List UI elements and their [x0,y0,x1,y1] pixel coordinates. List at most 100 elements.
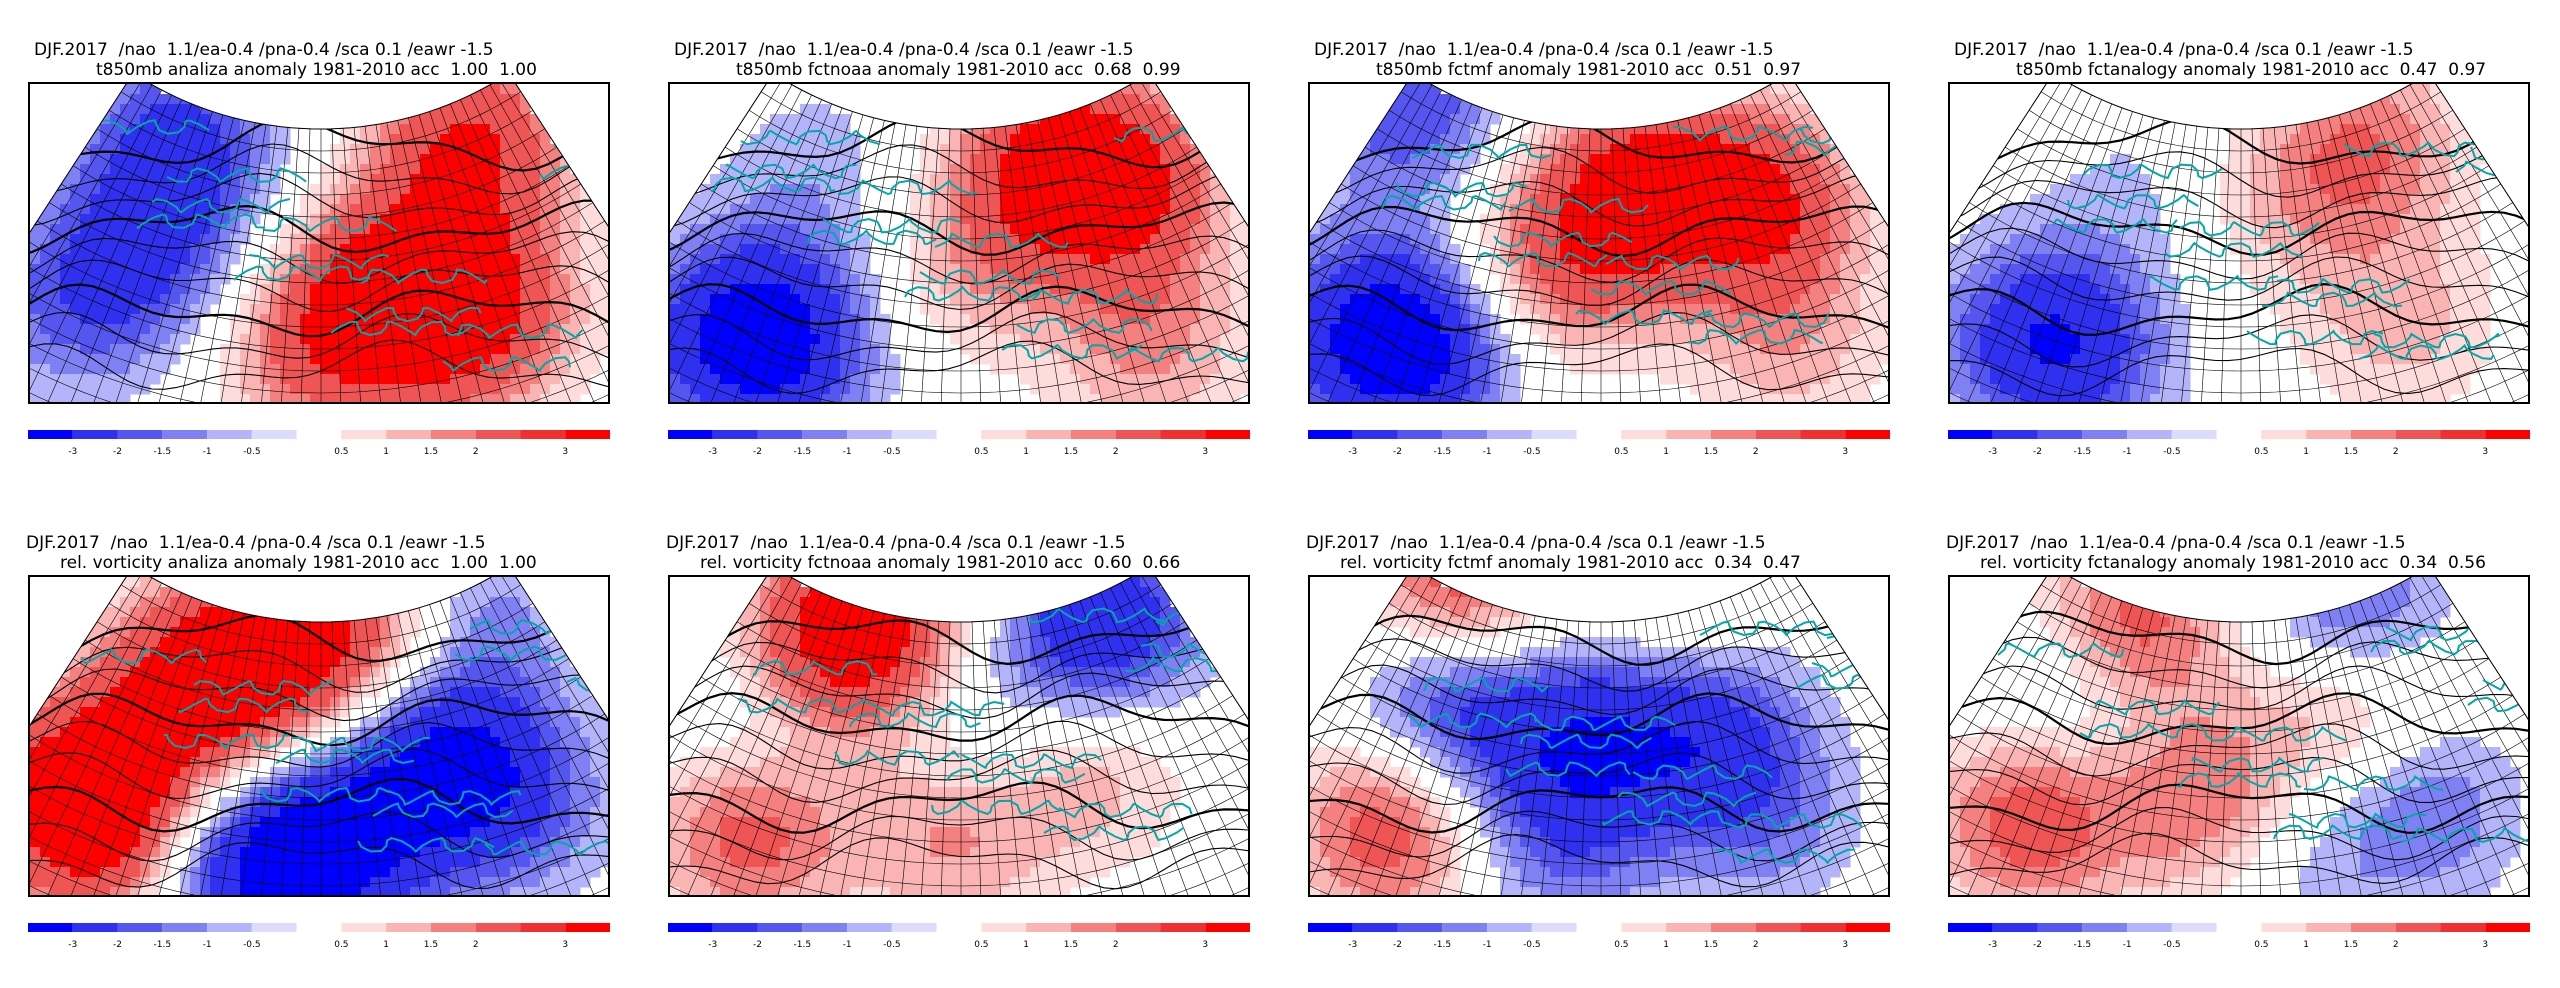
colorbar-label: -2 [113,940,122,950]
colorbar-label: 1 [1023,447,1029,457]
colorbar-label: -2 [2033,940,2042,950]
colorbar-label: -1.5 [794,940,812,950]
colorbar-label: -1 [843,940,852,950]
colorbar-swatch [1621,923,1667,932]
colorbar-label: -0.5 [243,447,261,457]
colorbar-label: -3 [1988,447,1997,457]
colorbar-label: 2 [2393,447,2399,457]
colorbar-swatch [1115,430,1161,439]
colorbar-label: -1.5 [2074,447,2092,457]
panel-title-line1: DJF.2017 /nao 1.1/ea-0.4 /pna-0.4 /sca 0… [26,533,486,553]
panel-title-line2: t850mb fctanalogy anomaly 1981-2010 acc … [2016,60,2487,80]
panel-title-line2: rel. vorticity fctmf anomaly 1981-2010 a… [1340,553,1801,573]
colorbar-label: 2 [473,940,479,950]
colorbar-swatch [2127,430,2172,439]
shading [1950,84,2528,402]
colorbar-swatch [802,430,848,439]
colorbar-swatch [1352,430,1398,439]
colorbar-swatch [1755,923,1801,932]
colorbar-swatch [668,923,713,932]
panel-header: DJF.2017 /nao 1.1/ea-0.4 /pna-0.4 /sca 0… [1314,40,1894,80]
colorbar-label: -1 [203,447,212,457]
panel-header: DJF.2017 /nao 1.1/ea-0.4 /pna-0.4 /sca 0… [1306,533,1886,573]
colorbar-swatch [2261,923,2307,932]
colorbar-swatch [1531,430,1577,439]
panel-header: DJF.2017 /nao 1.1/ea-0.4 /pna-0.4 /sca 0… [1946,533,2526,573]
colorbar-label: 1.5 [1064,447,1078,457]
colorbar-swatch [162,923,208,932]
colorbar-swatch [668,430,713,439]
colorbar-swatch [1800,923,1846,932]
panel-title-line1: DJF.2017 /nao 1.1/ea-0.4 /pna-0.4 /sca 0… [666,533,1126,553]
map-panel: DJF.2017 /nao 1.1/ea-0.4 /pna-0.4 /sca 0… [640,40,1250,490]
colorbar-label: -3 [708,447,717,457]
colorbar-swatch [1442,430,1488,439]
map-frame [1308,82,1890,404]
map-panel: DJF.2017 /nao 1.1/ea-0.4 /pna-0.4 /sca 0… [1280,533,1890,983]
colorbar-label: -2 [2033,447,2042,457]
colorbar-label: 1 [1023,940,1029,950]
colorbar-label: -3 [68,447,77,457]
colorbar-swatch [475,430,521,439]
colorbar-label: -1 [1483,940,1492,950]
colorbar-swatch [2306,430,2351,439]
colorbar-swatch [1992,923,2038,932]
colorbar-label: 1.5 [1704,940,1718,950]
colorbar-swatch [430,923,476,932]
panel-title-line1: DJF.2017 /nao 1.1/ea-0.4 /pna-0.4 /sca 0… [674,40,1134,60]
colorbar-swatch [1576,923,1622,932]
colorbar-swatch [1160,923,1206,932]
colorbar-label: -2 [113,447,122,457]
colorbar-swatch [802,923,848,932]
map-panel: DJF.2017 /nao 1.1/ea-0.4 /pna-0.4 /sca 0… [0,40,610,490]
colorbar-label: -0.5 [883,447,901,457]
colorbar-swatch [2440,430,2486,439]
colorbar-swatch [712,923,758,932]
colorbar-label: -1.5 [154,447,172,457]
colorbar-swatch [1205,923,1250,932]
panel-title-line2: rel. vorticity fctanalogy anomaly 1981-2… [1980,553,2486,573]
colorbar-label: -1 [2123,447,2132,457]
panel-header: DJF.2017 /nao 1.1/ea-0.4 /pna-0.4 /sca 0… [26,533,606,573]
colorbar-swatch [1487,430,1532,439]
colorbar-swatch [2440,923,2486,932]
colorbar-swatch [520,430,566,439]
colorbar-label: 3 [1202,940,1208,950]
map-frame [28,575,610,897]
colorbar-label: -0.5 [883,940,901,950]
map-panel: DJF.2017 /nao 1.1/ea-0.4 /pna-0.4 /sca 0… [0,533,610,983]
colorbar-swatch [1487,923,1532,932]
shading [1310,84,1888,402]
colorbar-label: 1.5 [424,940,438,950]
panel-title-line2: rel. vorticity analiza anomaly 1981-2010… [60,553,537,573]
colorbar-swatch [2261,430,2307,439]
colorbar-swatch [757,923,803,932]
colorbar-label: -0.5 [1523,447,1541,457]
colorbar-swatch [1308,923,1353,932]
colorbar-label: 1 [2303,447,2309,457]
colorbar-swatch [1442,923,1488,932]
colorbar-label: -1 [843,447,852,457]
colorbar-swatch [1845,923,1890,932]
colorbar-label: -1.5 [1434,447,1452,457]
colorbar-label: -1.5 [1434,940,1452,950]
panel-title-line1: DJF.2017 /nao 1.1/ea-0.4 /pna-0.4 /sca 0… [1314,40,1774,60]
colorbar-swatch [2037,430,2083,439]
shading [30,577,608,895]
colorbar-swatch [1845,430,1890,439]
colorbar-label: 0.5 [2254,940,2268,950]
colorbar-swatch [251,923,297,932]
colorbar-swatch [341,430,387,439]
colorbar-label: 0.5 [1614,447,1628,457]
colorbar-label: 2 [473,447,479,457]
shading [1950,577,2528,895]
colorbar-swatch [2350,923,2396,932]
colorbar-swatch [2395,430,2441,439]
panel-header: DJF.2017 /nao 1.1/ea-0.4 /pna-0.4 /sca 0… [34,40,614,80]
colorbar-swatch [1666,430,1711,439]
map-frame [1948,82,2530,404]
colorbar-label: -3 [68,940,77,950]
colorbar-label: -3 [1348,940,1357,950]
colorbar: -3 -2 -1.5 -1 -0.5 0.5 1 1.5 2 3 [668,923,1250,953]
colorbar-label: -1 [203,940,212,950]
